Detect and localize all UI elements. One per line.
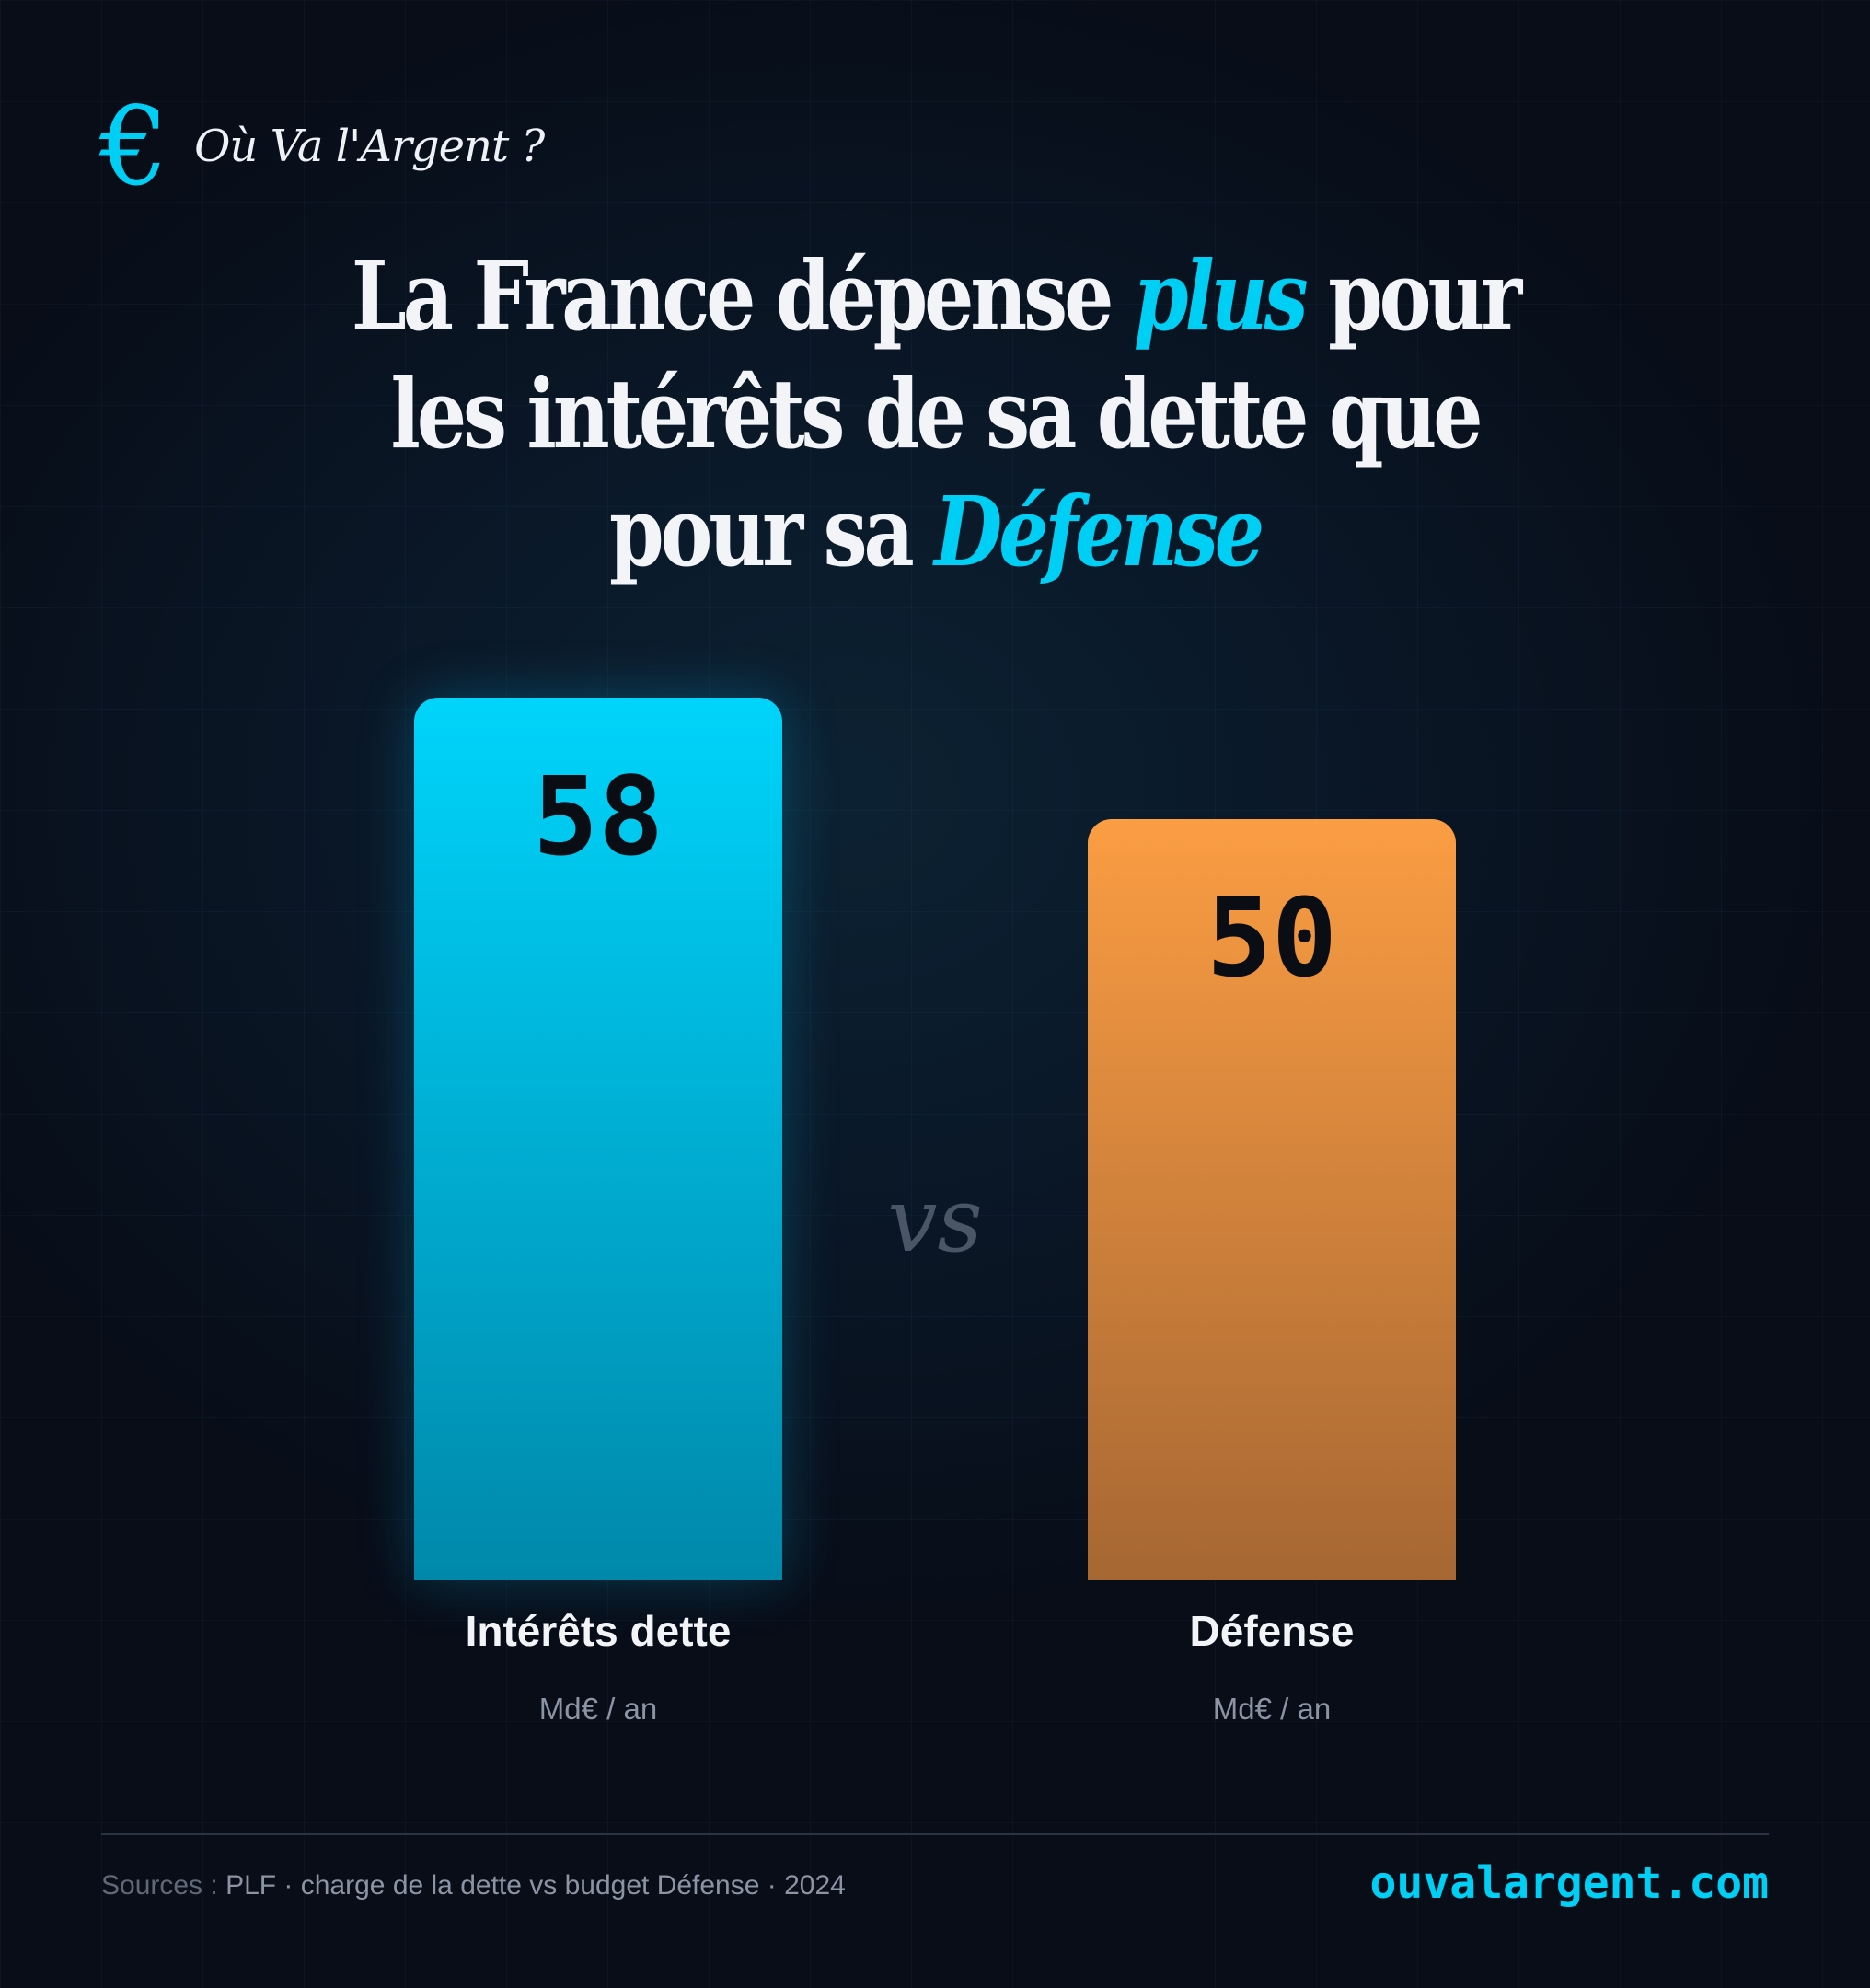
sources: Sources : PLF · charge de la dette vs bu… <box>101 1870 846 1901</box>
unit-label: Md€ / an <box>538 1692 658 1726</box>
title-line: les intérêts de sa dette que <box>390 357 1483 470</box>
title-text: pour <box>1304 239 1522 353</box>
brand-name: Où Va l'Argent ? <box>194 121 545 172</box>
footer-divider <box>101 1833 1769 1835</box>
bar-value-label: 58 <box>532 753 664 880</box>
site-link[interactable]: ouvalargent.com <box>1369 1857 1769 1909</box>
title-highlight: plus <box>1133 239 1309 353</box>
euro-icon: € <box>99 83 169 210</box>
sources-label: Sources : <box>101 1870 218 1901</box>
category-label: Défense <box>1189 1607 1355 1655</box>
vs-separator: vs <box>887 1169 983 1272</box>
bar-defense: 50 <box>1088 819 1456 1580</box>
title-text: pour sa <box>608 475 935 588</box>
sources-text: PLF · charge de la dette vs budget Défen… <box>217 1870 846 1901</box>
title-text: La France dépense <box>351 239 1134 353</box>
bar-interets-dette: 58 <box>414 698 782 1580</box>
title-highlight: Défense <box>934 475 1264 588</box>
unit-label: Md€ / an <box>1212 1692 1332 1726</box>
logo: € Où Va l'Argent ? <box>99 83 545 210</box>
bar-value-label: 50 <box>1206 874 1338 1002</box>
page-title: La France dépense plus pour les intérêts… <box>168 237 1702 591</box>
category-label: Intérêts dette <box>465 1607 732 1655</box>
